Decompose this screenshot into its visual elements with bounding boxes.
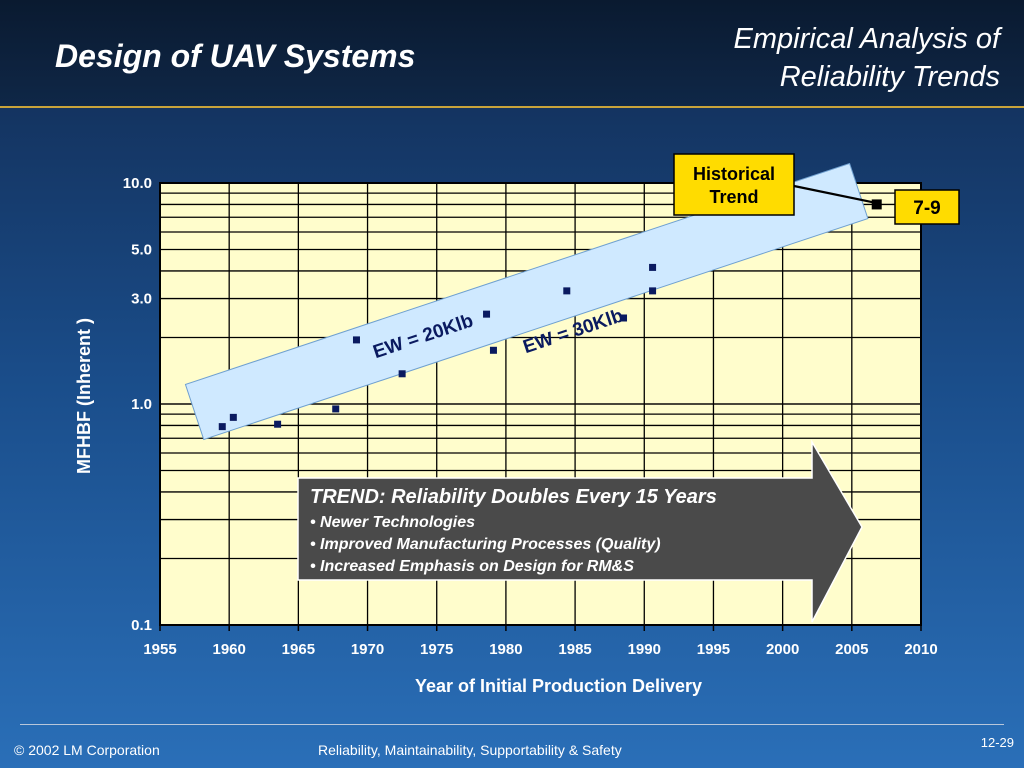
trend-arrow-box [297, 439, 863, 623]
slide-number: 12-29 [980, 735, 1014, 750]
trend-bullet: • Newer Technologies [310, 514, 475, 531]
trend-bullet: • Improved Manufacturing Processes (Qual… [310, 536, 661, 553]
highlight-point [871, 199, 882, 210]
data-point [620, 314, 628, 322]
x-tick-label: 1985 [558, 641, 591, 658]
data-point [649, 263, 657, 271]
data-point [332, 405, 340, 413]
x-tick-label: 1995 [697, 641, 730, 658]
data-point [229, 413, 237, 421]
x-tick-label: 1955 [143, 641, 176, 658]
data-point [649, 287, 657, 295]
data-point [218, 423, 226, 431]
x-tick-label: 2000 [766, 641, 799, 658]
historical-trend-label: Trend [709, 187, 758, 207]
x-tick-label: 1990 [628, 641, 661, 658]
x-tick-label: 1975 [420, 641, 453, 658]
copyright-text: © 2002 LM Corporation [14, 742, 160, 758]
marker-label-box [894, 189, 960, 225]
historical-trend-label: Historical [693, 164, 775, 184]
y-tick-label: 0.1 [131, 617, 152, 634]
y-tick-label: 5.0 [131, 242, 152, 259]
data-point [563, 287, 571, 295]
course-title: Reliability, Maintainability, Supportabi… [318, 742, 622, 758]
slide-title: Design of UAV Systems [55, 38, 416, 74]
x-tick-label: 1960 [212, 641, 245, 658]
trend-band [184, 162, 869, 441]
data-point [483, 310, 491, 318]
header-divider [0, 106, 1024, 108]
callout-leader-line [793, 184, 874, 204]
y-tick-label: 10.0 [123, 175, 152, 192]
data-point [489, 346, 497, 354]
footer-divider [20, 724, 1004, 725]
header-bar [0, 0, 1024, 106]
trend-title: TREND: Reliability Doubles Every 15 Year… [310, 486, 717, 508]
marker-label: 7-9 [913, 198, 940, 219]
data-point [398, 370, 406, 378]
historical-trend-callout [673, 153, 795, 216]
x-axis-title: Year of Initial Production Delivery [415, 676, 702, 696]
x-tick-label: 1965 [282, 641, 315, 658]
y-tick-label: 3.0 [131, 291, 152, 308]
y-tick-label: 1.0 [131, 396, 152, 413]
data-point [352, 336, 360, 344]
x-tick-label: 2005 [835, 641, 868, 658]
section-title-line-2: Reliability Trends [779, 61, 1000, 93]
section-title: Empirical Analysis of Reliability Trends [580, 20, 1000, 96]
y-axis-title: MFHBF (Inherent ) [74, 318, 94, 474]
x-tick-label: 2010 [904, 641, 937, 658]
trend-bullet: • Increased Emphasis on Design for RM&S [310, 558, 634, 575]
data-point [274, 420, 282, 428]
x-tick-label: 1980 [489, 641, 522, 658]
x-tick-label: 1970 [351, 641, 384, 658]
section-title-line-1: Empirical Analysis of [733, 23, 1000, 55]
